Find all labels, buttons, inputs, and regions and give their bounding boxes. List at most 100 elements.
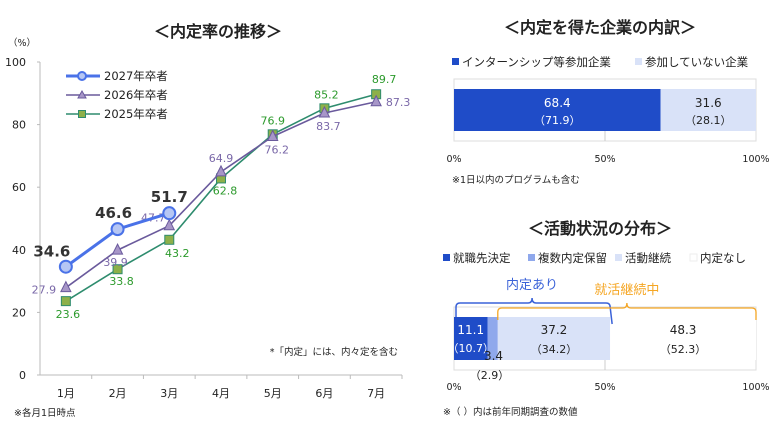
data-label: 76.2 <box>264 143 289 156</box>
data-label: 83.7 <box>316 120 341 133</box>
note-naitei: *「内定」には、内々定を含む <box>270 346 398 358</box>
data-point-triangle <box>318 105 331 118</box>
bar-segment-複数内定保留 <box>487 317 498 360</box>
data-point-triangle <box>215 164 227 177</box>
data-point-triangle <box>111 242 124 255</box>
y-tick-label: 40 <box>12 244 26 257</box>
data-point-square <box>60 296 71 307</box>
legend-swatch <box>528 254 535 261</box>
y-tick-label: 80 <box>12 119 26 132</box>
bar-previous-label: （71.9） <box>534 114 581 127</box>
data-label: 43.2 <box>165 247 190 260</box>
legend-swatch <box>443 254 450 261</box>
annotation-naitei-ari: 内定あり <box>506 277 558 293</box>
data-label: 85.2 <box>314 88 339 101</box>
data-label: 64.9 <box>209 152 234 165</box>
x-tick-label: 0% <box>446 154 461 165</box>
data-point-triangle <box>266 129 279 141</box>
data-point-triangle <box>60 280 72 293</box>
y-tick-label: 0 <box>19 369 26 382</box>
legend-label: 2027年卒者 <box>104 69 168 83</box>
note-timing: ※各月1日時点 <box>14 407 76 419</box>
data-label: 62.8 <box>213 184 238 197</box>
data-point-square <box>112 264 123 275</box>
bar-value-label: 68.4 <box>544 96 571 110</box>
bar-segment-活動継続 <box>497 317 611 360</box>
legend-label: 2026年卒者 <box>104 88 168 102</box>
bracket-shukatsu <box>497 302 757 320</box>
data-point-square <box>164 234 175 245</box>
bar-value-label: 3.4 <box>484 349 503 363</box>
line-chart: 0 20 40 60 80 100 1月 2月 3月 4月 5月 6月 7月 23.6 33.8 43.2 62… <box>5 56 410 400</box>
y-tick-label: 20 <box>12 306 26 319</box>
x-tick-label: 100% <box>742 382 769 393</box>
bar-segment-インターンシップ等参加企業 <box>454 89 661 131</box>
legend-marker-circle <box>77 71 87 81</box>
bar-previous-label: （10.7） <box>448 342 495 355</box>
x-tick-label: 6月 <box>315 387 333 400</box>
bar-value-label: 37.2 <box>541 323 568 337</box>
legend-label: 活動継続 <box>625 251 671 265</box>
bar-previous-label: （34.2） <box>531 343 578 356</box>
y-tick-label: 100 <box>5 56 26 69</box>
legend-label: 参加していない企業 <box>645 55 749 69</box>
bar1-title: ＜内定を得た企業の内訳＞ <box>504 18 696 37</box>
legend-marker-triangle <box>77 89 87 99</box>
bar-value-label: 48.3 <box>670 323 697 337</box>
x-tick-label: 100% <box>742 154 769 165</box>
x-tick-label: 50% <box>594 154 615 165</box>
legend-label: 就職先決定 <box>453 251 511 265</box>
data-label: 46.6 <box>95 204 132 222</box>
data-label: 87.3 <box>386 96 411 109</box>
data-label: 33.8 <box>109 275 134 288</box>
bar2-title: ＜活動状況の分布＞ <box>528 219 672 238</box>
bar-previous-label: （52.3） <box>660 343 707 356</box>
data-label: 51.7 <box>151 188 188 206</box>
legend-label: インターンシップ等参加企業 <box>462 55 611 69</box>
legend-marker-square <box>78 110 86 118</box>
x-tick-label: 4月 <box>212 387 230 400</box>
bar-previous-label: （28.1） <box>685 114 732 127</box>
legend-label: 2025年卒者 <box>104 107 168 121</box>
legend-swatch <box>452 58 459 65</box>
y-axis-unit: （%） <box>8 37 36 49</box>
data-point-triangle <box>370 94 382 107</box>
line-chart-title: ＜内定率の推移＞ <box>154 22 282 41</box>
data-label: 76.9 <box>260 114 285 127</box>
data-label: 23.6 <box>56 308 81 321</box>
bar-segment-参加していない企業 <box>660 89 756 131</box>
bar2-note: ※（ ）内は前年同期調査の数値 <box>443 406 578 418</box>
bar-chart-activity: 0% 50% 100% 就職先決定 複数内定保留 活動継続 内定なし 11.1 （10.7）3.… <box>443 251 770 393</box>
data-label: 34.6 <box>33 243 70 261</box>
x-tick-label: 7月 <box>367 387 385 400</box>
legend-label: 複数内定保留 <box>538 251 607 265</box>
bracket-naitei-ari <box>455 297 613 325</box>
x-tick-label: 0% <box>446 382 461 393</box>
bar-segment-就職先決定 <box>454 317 488 360</box>
legend-label: 内定なし <box>700 251 746 265</box>
x-tick-label: 50% <box>594 382 615 393</box>
bar1-note: ※1日以内のプログラムも含む <box>452 174 580 186</box>
bar-segment-内定なし <box>610 317 756 360</box>
x-tick-label: 2月 <box>109 387 127 400</box>
data-point-circle <box>58 259 73 274</box>
data-point-circle <box>110 222 125 237</box>
x-tick-label: 5月 <box>264 387 282 400</box>
bar-chart-companies: 0% 50% 100% インターンシップ等参加企業 参加していない企業 68.4 （71.9… <box>446 55 769 165</box>
data-point-triangle <box>163 218 176 231</box>
legend-swatch <box>635 58 642 65</box>
legend-swatch <box>615 254 622 261</box>
data-label: 39.9 <box>103 256 128 269</box>
data-label: 89.7 <box>372 73 397 86</box>
bar-value-label: 31.6 <box>695 96 722 110</box>
y-tick-label: 60 <box>12 181 26 194</box>
x-tick-label: 1月 <box>57 387 75 400</box>
data-label: 27.9 <box>32 284 57 297</box>
annotation-shukatsu: 就活継続中 <box>594 283 659 298</box>
bar-previous-label: （2.9） <box>470 369 510 382</box>
x-tick-label: 3月 <box>160 387 178 400</box>
legend-swatch <box>689 253 698 262</box>
bar-value-label: 11.1 <box>457 323 484 337</box>
data-point-circle <box>162 206 177 221</box>
